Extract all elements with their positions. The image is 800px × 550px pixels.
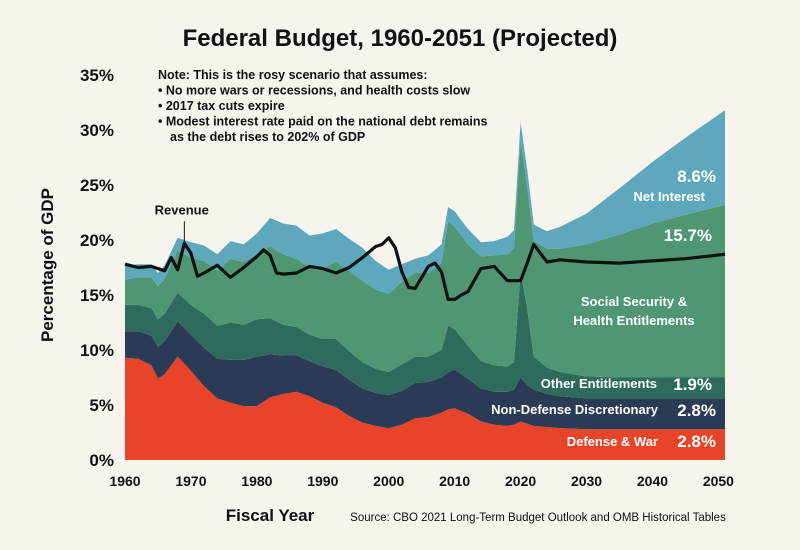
y-tick-label: 5% (89, 396, 114, 415)
series-value-net-interest: 8.6% (677, 167, 716, 186)
x-tick-label: 2020 (505, 473, 536, 489)
series-label-net-interest: Net Interest (633, 189, 705, 204)
series-value-defense-and-war: 2.8% (677, 432, 716, 451)
scenario-note: Note: This is the rosy scenario that ass… (158, 68, 487, 144)
series-label-social-security-and-health-entitlements: Social Security & Health Entitlements (573, 294, 694, 328)
x-tick-label: 2010 (439, 473, 470, 489)
note-line: • 2017 tax cuts expire (158, 99, 285, 113)
note-line: • No more wars or recessions, and health… (158, 84, 470, 98)
y-tick-label: 30% (80, 121, 114, 140)
y-tick-label: 10% (80, 341, 114, 360)
x-tick-label: 2050 (703, 473, 734, 489)
series-label-non-defense-discretionary: Non-Defense Discretionary (491, 402, 659, 417)
y-tick-label: 25% (80, 176, 114, 195)
series-value-other-entitlements: 1.9% (673, 375, 712, 394)
series-label-defense-and-war: Defense & War (567, 434, 658, 449)
area-net-interest (125, 110, 725, 294)
series-label-other-entitlements: Other Entitlements (541, 376, 657, 391)
area-other-entitlements (125, 271, 725, 399)
x-tick-label: 2000 (373, 473, 404, 489)
x-tick-label: 2040 (637, 473, 668, 489)
note-line: • Modest interest rate paid on the natio… (158, 115, 487, 129)
series-labels: Net Interest 8.6% Social Security & Health … (491, 167, 716, 451)
note-line: Note: This is the rosy scenario that ass… (158, 68, 428, 82)
area-social-security-and-health-entitlements (125, 139, 725, 378)
x-tick-label: 1960 (109, 473, 140, 489)
revenue-layer: Revenue (124, 203, 726, 301)
area-defense-and-war (125, 356, 725, 460)
x-tick-label: 1980 (241, 473, 272, 489)
y-tick-label: 35% (80, 66, 114, 85)
y-axis-label: Percentage of GDP (38, 188, 57, 342)
stacked-areas (125, 110, 725, 460)
series-value-social-security-and-health-entitlements: 15.7% (664, 226, 712, 245)
x-axis-label: Fiscal Year (226, 506, 315, 525)
chart-title: Federal Budget, 1960-2051 (Projected) (183, 25, 618, 52)
x-tick-label: 1970 (175, 473, 206, 489)
area-non-defense-discretionary (125, 321, 725, 430)
y-tick-label: 15% (80, 286, 114, 305)
y-axis-ticks: 0% 5% 10% 15% 20% 25% 30% 35% (80, 66, 114, 470)
x-axis-ticks: 1960 1970 1980 1990 2000 2010 2020 2030 2040 2050 (109, 473, 734, 489)
note-line: as the debt rises to 202% of GDP (170, 130, 365, 144)
x-tick-label: 1990 (307, 473, 338, 489)
source-note: Source: CBO 2021 Long-Term Budget Outloo… (350, 512, 726, 524)
series-value-non-defense-discretionary: 2.8% (677, 401, 716, 420)
y-tick-label: 20% (80, 231, 114, 250)
y-tick-label: 0% (89, 451, 114, 470)
x-tick-label: 2030 (571, 473, 602, 489)
revenue-line (124, 236, 726, 301)
revenue-label: Revenue (155, 203, 209, 218)
